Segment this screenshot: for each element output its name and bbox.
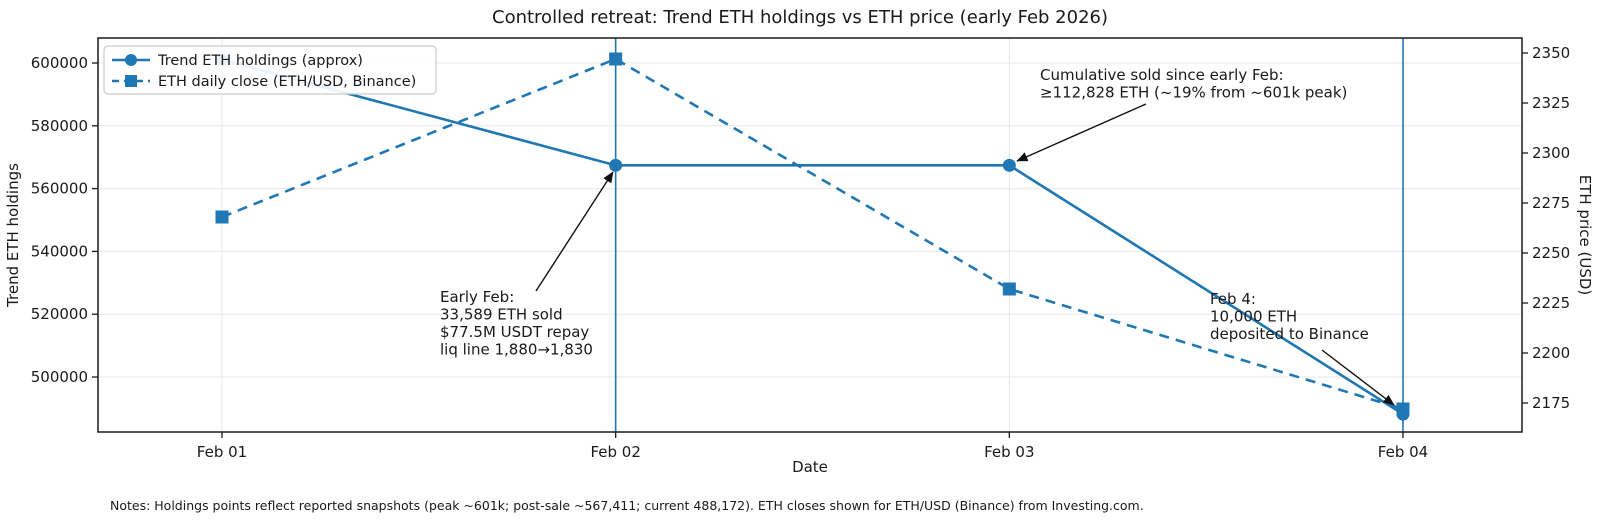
- x-tick-label: Feb 02: [590, 443, 640, 461]
- legend-label: ETH daily close (ETH/USD, Binance): [158, 74, 416, 90]
- x-tick-label: Feb 01: [197, 443, 247, 461]
- right-axis-label: ETH price (USD): [1576, 175, 1594, 296]
- right-tick-label: 2300: [1532, 144, 1570, 162]
- marker-circle: [609, 158, 623, 172]
- annotation-line: 10,000 ETH: [1210, 308, 1297, 326]
- legend-marker-square: [125, 75, 137, 87]
- right-tick-label: 2175: [1532, 394, 1570, 412]
- left-tick-label: 600000: [31, 54, 88, 72]
- right-tick-label: 2275: [1532, 194, 1570, 212]
- axis-ticks: 500000 520000 540000 560000 580000 600000 2175…: [31, 44, 1570, 461]
- right-tick-label: 2350: [1532, 44, 1570, 62]
- right-tick-label: 2250: [1532, 244, 1570, 262]
- legend: Trend ETH holdings (approx) ETH daily clo…: [103, 45, 437, 95]
- left-tick-label: 540000: [31, 242, 88, 260]
- data-series: [215, 52, 1410, 421]
- legend-marker-circle: [125, 54, 137, 66]
- left-tick-label: 500000: [31, 368, 88, 386]
- annotation-arrow: [1321, 349, 1395, 406]
- right-tick-label: 2225: [1532, 294, 1570, 312]
- annotation-text: Early Feb: 33,589 ETH sold $77.5M USDT rep…: [440, 288, 593, 359]
- annotation-line: Feb 4:: [1210, 290, 1256, 308]
- left-axis-label: Trend ETH holdings: [4, 163, 22, 308]
- annotation-line: ≥112,828 ETH (~19% from ~601k peak): [1040, 84, 1347, 102]
- annotation-line: liq line 1,880→1,830: [440, 341, 593, 359]
- right-tick-label: 2200: [1532, 344, 1570, 362]
- annotation-line: 33,589 ETH sold: [440, 306, 563, 324]
- left-tick-label: 580000: [31, 117, 88, 135]
- event-lines: [614, 38, 1404, 432]
- annotations: Cumulative sold since early Feb: ≥112,828…: [440, 66, 1395, 406]
- series-line-dashed: [221, 57, 1404, 411]
- footnote: Notes: Holdings points reflect reported …: [110, 498, 1144, 513]
- annotation-line: $77.5M USDT repay: [440, 323, 589, 341]
- chart-title: Controlled retreat: Trend ETH holdings v…: [492, 7, 1108, 28]
- gridlines: [98, 38, 1522, 432]
- annotation-arrow: [1016, 103, 1147, 162]
- marker-square: [215, 210, 229, 224]
- series-line-solid: [221, 58, 1404, 416]
- marker-square: [609, 52, 623, 66]
- marker-square: [1002, 282, 1016, 296]
- marker-circle: [1002, 158, 1016, 172]
- legend-box: [103, 45, 437, 95]
- x-axis-label: Date: [792, 458, 828, 476]
- plot-frame: [97, 37, 1523, 433]
- annotation-line: deposited to Binance: [1210, 325, 1369, 343]
- marker-square: [1396, 402, 1410, 416]
- left-tick-label: 520000: [31, 305, 88, 323]
- annotation-line: Cumulative sold since early Feb:: [1040, 66, 1284, 84]
- x-tick-label: Feb 04: [1378, 443, 1428, 461]
- right-tick-label: 2325: [1532, 94, 1570, 112]
- annotation-line: Early Feb:: [440, 288, 514, 306]
- x-tick-label: Feb 03: [984, 443, 1034, 461]
- annotation-text: Cumulative sold since early Feb: ≥112,828…: [1040, 66, 1347, 102]
- annotation-text: Feb 4: 10,000 ETH deposited to Binance: [1210, 290, 1369, 343]
- plot-border: [97, 37, 1523, 433]
- left-tick-label: 560000: [31, 180, 88, 198]
- annotation-arrow: [535, 171, 614, 292]
- legend-label: Trend ETH holdings (approx): [157, 53, 363, 69]
